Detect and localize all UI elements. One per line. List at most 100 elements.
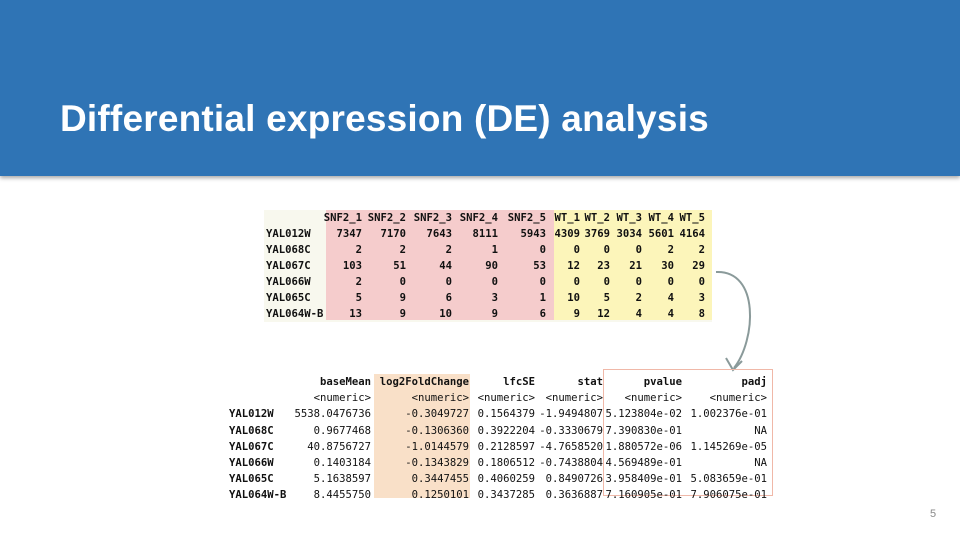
result-cell: -0.1343829 — [405, 456, 469, 469]
results-column-header: baseMean — [319, 376, 371, 388]
gene-id: YAL066W — [229, 456, 274, 469]
result-cell: 5.083659e-01 — [690, 473, 767, 486]
results-row: YAL012W 5538.0476736 -0.3049727 0.1564379 -1… — [225, 406, 775, 422]
result-cell: 5.123804e-02 — [605, 408, 682, 421]
slide-title: Differential expression (DE) analysis — [60, 98, 709, 139]
count-cell: 0 — [635, 244, 642, 256]
gene-id: YAL066W — [266, 276, 311, 288]
counts-column-header: WT_1 — [554, 212, 580, 224]
count-cell: 7170 — [380, 228, 406, 240]
count-cell: 3769 — [584, 228, 610, 240]
count-cell: 6 — [445, 292, 452, 304]
counts-row: YAL064W-B 13 9 10 9 6 9 12 4 4 8 — [264, 306, 712, 322]
count-cell: 1 — [491, 244, 498, 256]
counts-column-header: WT_3 — [616, 212, 642, 224]
count-cell: 9 — [491, 308, 498, 320]
results-column-type: <numeric> — [313, 392, 371, 405]
results-row: YAL068C 0.9677468 -0.1306360 0.3922204 -0.33… — [225, 423, 775, 439]
results-row: YAL067C 40.8756727 -1.0144579 0.2128597 -4.7… — [225, 439, 775, 455]
count-cell: 0 — [573, 244, 580, 256]
results-header-row: baseMean log2FoldChange lfcSE stat pvalue pad… — [225, 374, 775, 390]
count-cell: 44 — [439, 260, 452, 272]
results-column-header: pvalue — [643, 376, 682, 388]
count-cell: 2 — [698, 244, 705, 256]
counts-column-header: SNF2_1 — [323, 212, 362, 224]
count-cell: 3 — [491, 292, 498, 304]
gene-id: YAL067C — [266, 260, 311, 272]
counts-row: YAL065C 5 9 6 3 1 10 5 2 4 3 — [264, 290, 712, 306]
count-cell: 12 — [567, 260, 580, 272]
count-cell: 0 — [667, 276, 674, 288]
counts-column-header: WT_5 — [679, 212, 705, 224]
count-cell: 0 — [603, 276, 610, 288]
count-cell: 0 — [635, 276, 642, 288]
result-cell: 40.8756727 — [307, 440, 371, 453]
gene-id: YAL064W-B — [229, 489, 287, 502]
result-cell: 5538.0476736 — [294, 408, 371, 421]
results-column-type: <numeric> — [624, 392, 682, 405]
result-cell: 0.8490726 — [545, 473, 603, 486]
count-cell: 9 — [573, 308, 580, 320]
result-cell: 5.1638597 — [313, 473, 371, 486]
results-column-header: stat — [577, 376, 603, 388]
result-cell: 7.160905e-01 — [605, 489, 682, 502]
gene-id: YAL068C — [266, 244, 311, 256]
snf2-columns-highlight — [326, 210, 556, 320]
result-cell: 1.002376e-01 — [690, 408, 767, 421]
result-cell: 0.1564379 — [477, 408, 535, 421]
count-cell: 23 — [597, 260, 610, 272]
count-cell: 0 — [399, 276, 406, 288]
counts-column-header: SNF2_4 — [459, 212, 498, 224]
result-cell: 0.3437285 — [477, 489, 535, 502]
results-column-type: <numeric> — [411, 392, 469, 405]
count-cell: 30 — [661, 260, 674, 272]
count-cell: 5943 — [520, 228, 546, 240]
count-cell: 51 — [393, 260, 406, 272]
count-cell: 4309 — [554, 228, 580, 240]
result-cell: 0.2128597 — [477, 440, 535, 453]
counts-column-header: SNF2_5 — [507, 212, 546, 224]
count-cell: 12 — [597, 308, 610, 320]
counts-header-row: SNF2_1 SNF2_2 SNF2_3 SNF2_4 SNF2_5 WT_1 WT_2 WT… — [264, 210, 712, 226]
result-cell: 0.9677468 — [313, 424, 371, 437]
results-column-header: log2FoldChange — [379, 376, 469, 388]
count-cell: 2 — [399, 244, 406, 256]
count-cell: 4 — [667, 292, 674, 304]
count-cell: 0 — [698, 276, 705, 288]
result-cell: 0.3447455 — [411, 473, 469, 486]
result-cell: 0.3636887 — [545, 489, 603, 502]
count-cell: 3 — [698, 292, 705, 304]
results-column-type: <numeric> — [545, 392, 603, 405]
counts-column-header: WT_2 — [584, 212, 610, 224]
count-cell: 9 — [399, 292, 406, 304]
counts-column-header: WT_4 — [648, 212, 674, 224]
result-cell: -0.3049727 — [405, 408, 469, 421]
counts-column-header: SNF2_3 — [413, 212, 452, 224]
count-cell: 4 — [667, 308, 674, 320]
results-row: YAL066W 0.1403184 -0.1343829 0.1806512 -0.74… — [225, 455, 775, 471]
result-cell: 0.1806512 — [477, 456, 535, 469]
count-cell: 10 — [439, 308, 452, 320]
count-cell: 1 — [539, 292, 546, 304]
result-cell: 3.958409e-01 — [605, 473, 682, 486]
gene-id: YAL068C — [229, 424, 274, 437]
gene-id: YAL012W — [229, 408, 274, 421]
count-cell: 10 — [567, 292, 580, 304]
result-cell: 4.569489e-01 — [605, 456, 682, 469]
counts-column-header: SNF2_2 — [367, 212, 406, 224]
gene-id: YAL012W — [266, 228, 311, 240]
count-cell: 0 — [539, 276, 546, 288]
results-row: YAL065C 5.1638597 0.3447455 0.4060259 0.8490… — [225, 471, 775, 487]
result-cell: 0.4060259 — [477, 473, 535, 486]
result-cell: 0.3922204 — [477, 424, 535, 437]
count-cell: 7347 — [336, 228, 362, 240]
count-cell: 103 — [342, 260, 362, 272]
result-cell: 8.4455750 — [313, 489, 371, 502]
result-cell: -0.1306360 — [405, 424, 469, 437]
result-cell: 7.906075e-01 — [690, 489, 767, 502]
result-cell: 0.1250101 — [411, 489, 469, 502]
results-column-header: padj — [741, 376, 767, 388]
count-cell: 13 — [349, 308, 362, 320]
results-column-header: lfcSE — [503, 376, 535, 388]
results-column-type: <numeric> — [709, 392, 767, 405]
